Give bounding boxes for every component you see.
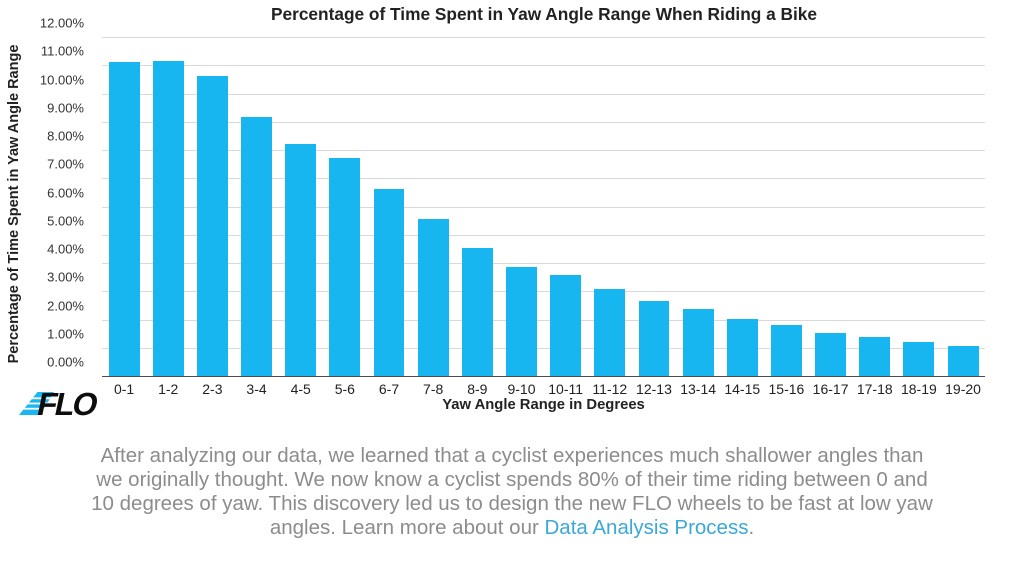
svg-text:FLO: FLO bbox=[34, 386, 100, 420]
